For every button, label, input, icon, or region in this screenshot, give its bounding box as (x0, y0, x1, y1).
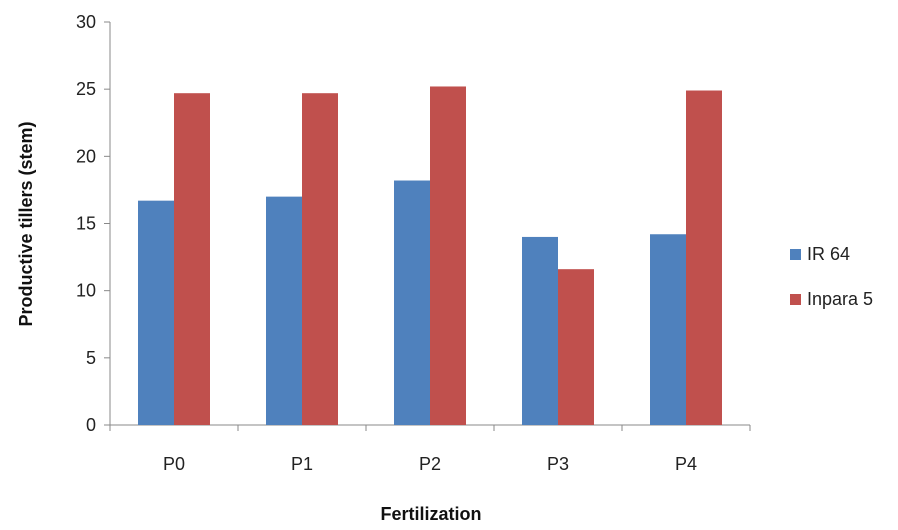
y-tick-label: 0 (86, 415, 96, 435)
x-tick-label: P4 (675, 454, 697, 474)
y-tick-label: 20 (76, 146, 96, 166)
legend-label: Inpara 5 (807, 289, 873, 309)
y-tick-label: 25 (76, 79, 96, 99)
x-axis-title: Fertilization (380, 504, 481, 524)
legend-swatch (790, 249, 801, 260)
bars (138, 86, 722, 426)
y-axis-title: Productive tillers (stem) (16, 121, 36, 326)
bar-inpara-5-p4 (686, 90, 722, 425)
bar-ir-64-p0 (138, 200, 174, 425)
bar-ir-64-p2 (394, 180, 430, 425)
bar-ir-64-p1 (266, 196, 302, 425)
x-tick-label: P2 (419, 454, 441, 474)
bar-inpara-5-p0 (174, 93, 210, 426)
x-tick-label: P1 (291, 454, 313, 474)
bar-inpara-5-p3 (558, 269, 594, 425)
y-tick-label: 10 (76, 281, 96, 301)
bar-ir-64-p4 (650, 234, 686, 425)
y-tick-label: 30 (76, 12, 96, 32)
bar-inpara-5-p2 (430, 86, 466, 425)
y-tick-label: 15 (76, 214, 96, 234)
legend: IR 64 Inpara 5 (790, 244, 873, 309)
x-tick-label: P3 (547, 454, 569, 474)
legend-label: IR 64 (807, 244, 850, 264)
y-ticks: 0 5 10 15 20 25 30 (76, 12, 110, 435)
x-ticks: P0 P1 P2 P3 P4 (109, 425, 751, 474)
bar-inpara-5-p1 (302, 93, 338, 426)
bar-ir-64-p3 (522, 236, 558, 425)
y-tick-label: 5 (86, 348, 96, 368)
x-tick-label: P0 (163, 454, 185, 474)
legend-swatch (790, 294, 801, 305)
